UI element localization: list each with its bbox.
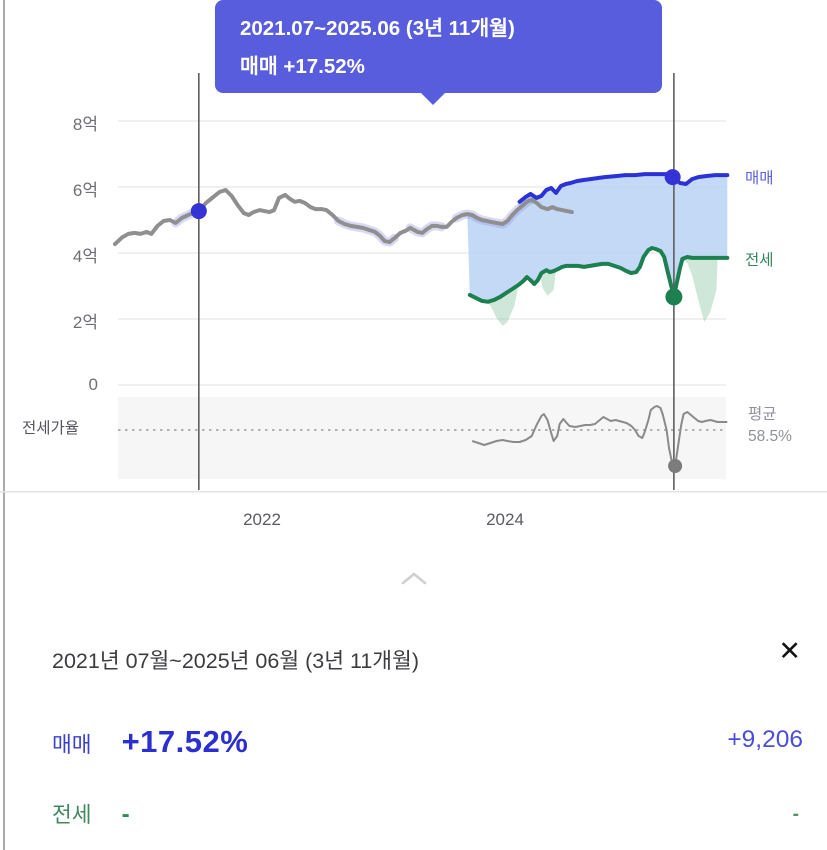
jeonse-value: - xyxy=(792,804,799,825)
tooltip-period: 2021.07~2025.06 (3년 11개월) xyxy=(240,17,515,40)
series-label-maemae: 매매 xyxy=(745,170,774,187)
panel-left-border xyxy=(3,0,5,850)
y-tick-2: 2억 xyxy=(72,313,98,332)
maemae-change: +17.52% xyxy=(121,724,249,759)
maemae-label: 매매 xyxy=(52,733,92,757)
summary-panel: 2021년 07월~2025년 06월 (3년 11개월) ✕ 매매 +17.5… xyxy=(0,540,827,850)
y-tick-4: 4억 xyxy=(72,247,98,266)
x-tick-2024: 2024 xyxy=(486,510,524,529)
ratio-average-label: 평균 58.5% xyxy=(748,404,792,448)
summary-row-maemae: 매매 +17.52% xyxy=(52,724,248,760)
ratio-average-value: 58.5% xyxy=(748,428,792,445)
maemae-value: +9,206 xyxy=(727,726,803,753)
ratio-average-title: 평균 xyxy=(748,406,777,423)
close-icon[interactable]: ✕ xyxy=(778,636,801,666)
summary-row-jeonse: 전세 - xyxy=(52,798,130,829)
x-tick-2022: 2022 xyxy=(243,510,281,529)
jeonse-label: 전세 xyxy=(52,803,92,827)
jeonse-change: - xyxy=(121,801,130,828)
collapse-control[interactable] xyxy=(0,570,827,591)
chevron-up-icon[interactable] xyxy=(399,570,429,586)
y-tick-8: 8억 xyxy=(72,115,98,134)
ratio-axis-label: 전세가율 xyxy=(22,420,80,437)
price-chart[interactable] xyxy=(0,0,827,540)
y-tick-6: 6억 xyxy=(72,181,98,200)
y-tick-0: 0 xyxy=(88,375,98,394)
summary-period: 2021년 07월~2025년 06월 (3년 11개월) xyxy=(52,649,419,673)
tooltip-change: 매매 +17.52% xyxy=(240,55,365,78)
selection-tooltip: 2021.07~2025.06 (3년 11개월) 매매 +17.52% xyxy=(215,0,662,105)
price-chart-area: 8억 6억 4억 2억 0 2022 2024 전세가율 매매 전세 평균 58… xyxy=(0,0,827,540)
series-label-jeonse: 전세 xyxy=(745,252,774,269)
